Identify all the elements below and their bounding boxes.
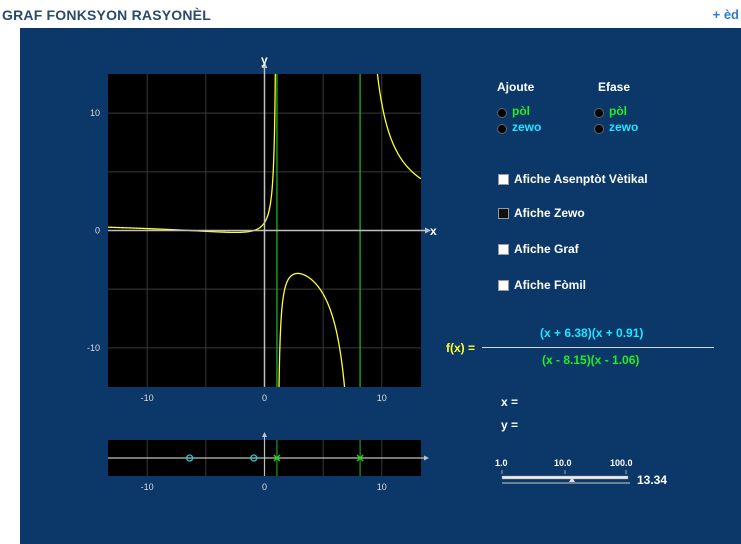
slider-thumb — [569, 477, 575, 482]
y-tick-label: -10 — [87, 343, 100, 353]
help-link[interactable]: + èd — [712, 7, 739, 22]
main-panel: x y -10 0 10 10 0 -10 -10 0 10 Ajoute Efase pòl… — [20, 28, 741, 544]
formula-numerator: (x + 6.38)(x + 0.91) — [540, 326, 644, 340]
remove-pole-radio[interactable] — [594, 108, 604, 118]
x-axis-arrow — [425, 227, 431, 234]
pole-zero-strip[interactable]: -10 0 10 — [20, 428, 460, 508]
x-axis-label: x — [430, 224, 437, 238]
remove-zero-label[interactable]: zewo — [609, 120, 639, 134]
tick-labels: -10 0 10 10 0 -10 — [87, 108, 387, 403]
zero-marker — [186, 454, 194, 462]
add-zero-radio[interactable] — [497, 124, 507, 134]
function-curve-branch — [278, 272, 346, 387]
show-formula-label[interactable]: Afiche Fòmil — [514, 278, 587, 292]
show-graph-checkbox[interactable] — [498, 244, 509, 255]
function-graph[interactable]: x y -10 0 10 10 0 -10 — [20, 28, 460, 408]
vertical-asymptote-label[interactable]: Afiche Asenptòt Vètikal — [514, 172, 648, 186]
show-zeros-checkbox[interactable] — [498, 208, 509, 219]
x-tick-label: 10 — [377, 393, 387, 403]
slider-tick-100: 100.0 — [610, 458, 633, 468]
strip-x-tick-label: 10 — [377, 482, 387, 492]
slider-tick-10: 10.0 — [554, 458, 572, 468]
y-tick-label: 0 — [95, 226, 100, 236]
remove-zero-radio[interactable] — [594, 124, 604, 134]
strip-layer: -10 0 10 — [108, 432, 429, 492]
strip-x-axis-arrow — [424, 455, 429, 461]
zero-marker — [250, 454, 258, 462]
axis-layer — [108, 62, 431, 387]
function-curve-branch — [376, 74, 421, 180]
formula-lhs: f(x) = — [446, 341, 476, 355]
remove-heading: Efase — [598, 80, 631, 94]
strip-y-axis-arrow — [262, 432, 267, 437]
slider-track — [501, 475, 629, 480]
show-formula-checkbox[interactable] — [498, 280, 509, 291]
strip-x-tick-label: 0 — [262, 482, 267, 492]
slider-tick-1: 1.0 — [495, 458, 508, 468]
y-tick-label: 10 — [90, 108, 100, 118]
zoom-slider[interactable]: 1.0 10.0 100.0 — [490, 456, 650, 492]
strip-x-tick-label: -10 — [141, 482, 154, 492]
show-graph-label[interactable]: Afiche Graf — [514, 242, 579, 256]
pole-marker — [273, 454, 281, 462]
add-pole-radio[interactable] — [497, 108, 507, 118]
y-axis-label: y — [261, 53, 268, 67]
fraction-bar — [482, 347, 714, 348]
add-heading: Ajoute — [497, 80, 535, 94]
show-zeros-label[interactable]: Afiche Zewo — [514, 206, 585, 220]
y-axis-arrow — [261, 62, 268, 68]
vertical-asymptote-checkbox[interactable] — [498, 174, 509, 185]
x-tick-label: -10 — [141, 393, 154, 403]
pole-marker — [356, 454, 364, 462]
x-readout-label: x = — [501, 395, 519, 409]
x-tick-label: 0 — [262, 393, 267, 403]
add-zero-label[interactable]: zewo — [512, 120, 542, 134]
title-bar: GRAF FONKSYON RASYONÈL + èd — [0, 0, 741, 28]
formula-denominator: (x - 8.15)(x - 1.06) — [542, 353, 640, 367]
y-readout-label: y = — [501, 418, 519, 432]
page-title: GRAF FONKSYON RASYONÈL — [2, 7, 211, 23]
slider-value: 13.34 — [637, 473, 668, 487]
remove-pole-label[interactable]: pòl — [609, 104, 627, 118]
add-pole-label[interactable]: pòl — [512, 104, 530, 118]
